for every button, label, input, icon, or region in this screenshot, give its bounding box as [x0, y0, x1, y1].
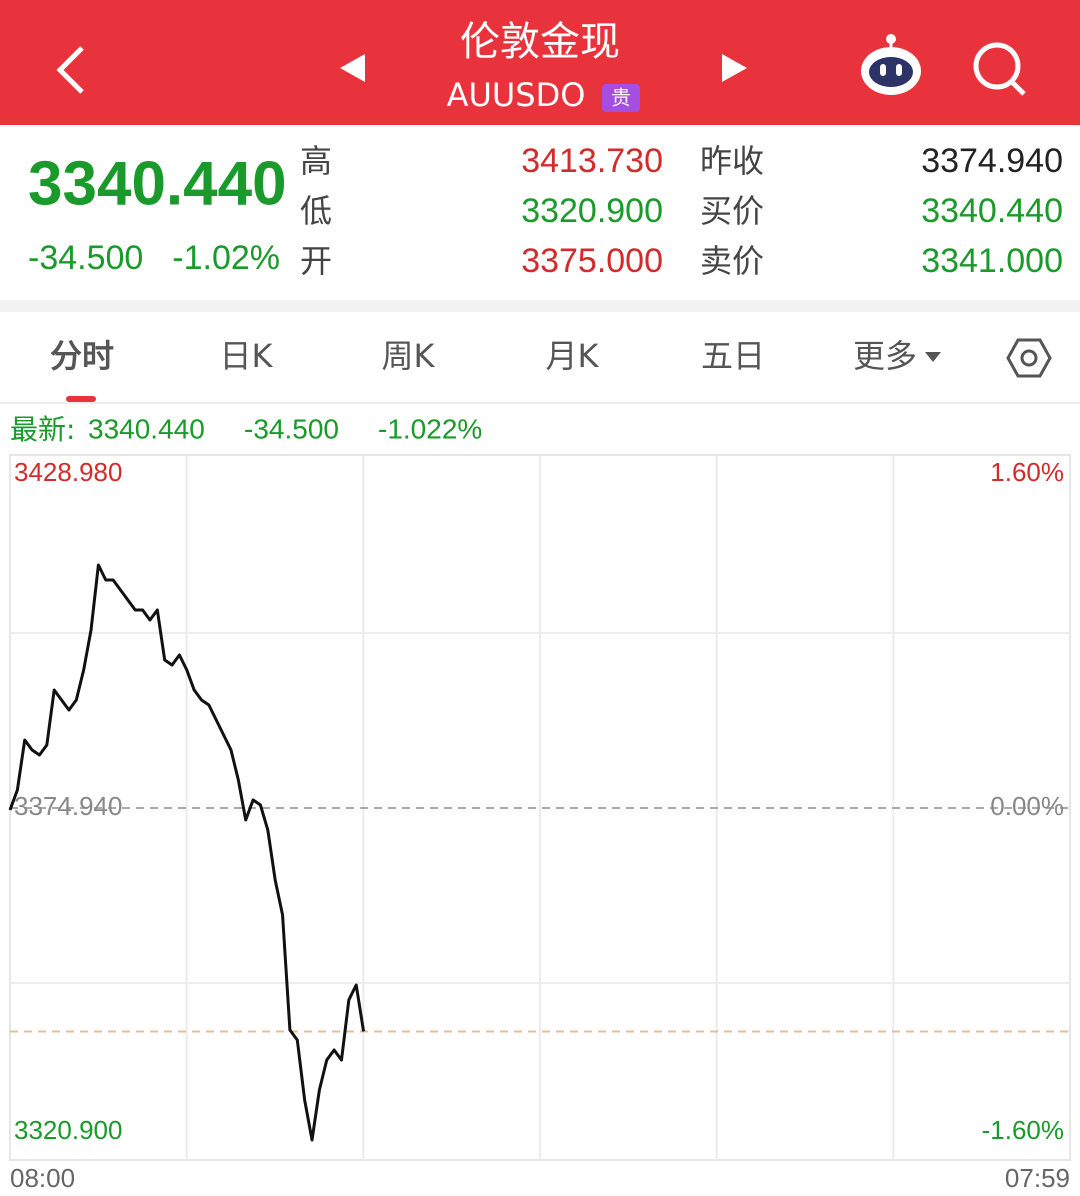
header-title: 伦敦金现 [460, 19, 620, 65]
tab[interactable]: 更多 [853, 337, 917, 375]
latest-price: 3340.440 [88, 413, 205, 444]
quote-label: 低 [300, 192, 332, 230]
latest-change-pct: -1.022% [378, 413, 482, 444]
prev-button[interactable] [340, 54, 365, 82]
quote-value: 3375.000 [521, 242, 663, 280]
next-button[interactable] [722, 54, 747, 82]
tab[interactable]: 五日 [701, 337, 765, 375]
y2-tick-label: 1.60% [990, 457, 1064, 487]
quote-change-pct: -1.02% [172, 239, 280, 277]
robot-icon[interactable] [861, 34, 921, 95]
quote-value: 3320.900 [521, 192, 663, 230]
separator [0, 300, 1080, 312]
quote-change: -34.500 [28, 239, 143, 277]
tab[interactable]: 分时 [50, 337, 114, 375]
latest-label: 最新: [10, 413, 75, 446]
quote-table: 高 3413.730 昨收 3374.940 低 3320.900 买价 3340.440 开 3… [300, 142, 1063, 280]
quote-label: 开 [300, 242, 332, 280]
y-tick-label: 3374.940 [14, 791, 122, 821]
badge-bg [602, 84, 640, 112]
latest-change: -34.500 [244, 413, 339, 444]
header-badge: 贵 [611, 86, 631, 110]
y-tick-label: 3428.980 [14, 457, 122, 487]
quote-value: 3374.940 [921, 142, 1063, 180]
quote-price: 3340.440 [28, 149, 287, 218]
tab[interactable]: 日K [220, 337, 274, 375]
settings-icon[interactable] [1006, 338, 1052, 378]
tab-indicator [66, 396, 96, 402]
quote-value: 3341.000 [921, 242, 1063, 280]
y2-tick-label: 0.00% [990, 791, 1064, 821]
y-tick-label: 3320.900 [14, 1115, 122, 1145]
tab-bar: 分时 日K 周K 月K 五日 更多 [50, 337, 917, 375]
quote-label: 买价 [700, 192, 764, 230]
search-icon[interactable] [973, 42, 1026, 96]
quote-label: 昨收 [700, 142, 764, 180]
quote-value: 3413.730 [521, 142, 663, 180]
quote-label: 卖价 [700, 242, 764, 280]
price-line [8, 563, 366, 1142]
y2-tick-label: -1.60% [982, 1115, 1064, 1145]
quote-value: 3340.440 [921, 192, 1063, 230]
back-button[interactable] [56, 46, 84, 94]
x-tick-label: 07:59 [1005, 1163, 1070, 1193]
x-tick-label: 08:00 [10, 1163, 75, 1193]
tab[interactable]: 月K [546, 337, 600, 375]
header-code: AUUSDO [447, 76, 586, 114]
tab[interactable]: 周K [382, 337, 436, 375]
quote-label: 高 [300, 142, 332, 180]
more-arrow [925, 352, 941, 362]
